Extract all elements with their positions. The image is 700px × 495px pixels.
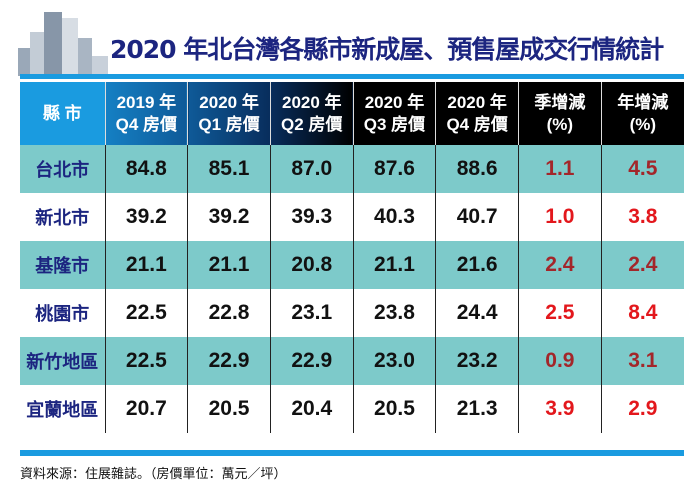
top-divider <box>20 74 684 79</box>
header-text: 2020 年 <box>281 92 342 112</box>
table-cell: 20.7 <box>104 385 188 433</box>
table-cell: 20.4 <box>269 385 354 433</box>
header-text: Q4 房價 <box>446 114 508 134</box>
header-text: Q1 房價 <box>198 114 260 134</box>
table-cell: 24.4 <box>435 289 519 337</box>
header-text: Q2 房價 <box>281 114 343 134</box>
table-cell: 1.0 <box>518 193 602 241</box>
table-cell: 2.4 <box>518 241 602 289</box>
column-header: 2020 年 Q4 房價 <box>435 82 519 145</box>
table-cell: 84.8 <box>104 145 188 193</box>
city-buildings-illustration <box>18 12 108 76</box>
table-cell: 39.2 <box>187 193 271 241</box>
table-header: 縣 市 2019 年 Q4 房價 2020 年 Q1 房價 2020 年 Q2 房價 2020… <box>20 82 684 145</box>
table-cell: 23.0 <box>352 337 436 385</box>
table-cell: 2.4 <box>600 241 684 289</box>
table-cell: 21.1 <box>187 241 271 289</box>
header-text: Q4 房價 <box>115 114 178 134</box>
city-name: 基隆市 <box>20 241 105 289</box>
table-cell: 22.9 <box>187 337 271 385</box>
table-row: 台北市 84.8 85.1 87.0 87.6 88.6 1.1 4.5 <box>20 145 684 193</box>
table-cell: 2.5 <box>518 289 602 337</box>
table-cell: 23.8 <box>352 289 436 337</box>
table-cell: 85.1 <box>187 145 271 193</box>
table-cell: 22.8 <box>187 289 271 337</box>
table-cell: 4.5 <box>600 145 684 193</box>
table-cell: 20.5 <box>352 385 436 433</box>
city-name: 新竹地區 <box>20 337 105 385</box>
column-header: 2020 年 Q1 房價 <box>187 82 271 145</box>
price-table: 縣 市 2019 年 Q4 房價 2020 年 Q1 房價 2020 年 Q2 房價 2020… <box>20 82 684 433</box>
header-text: Q3 房價 <box>363 114 426 134</box>
city-name: 台北市 <box>20 145 105 193</box>
table-cell: 20.8 <box>269 241 354 289</box>
table-cell: 22.5 <box>104 337 188 385</box>
table-cell: 8.4 <box>600 289 684 337</box>
table-cell: 3.1 <box>600 337 684 385</box>
source-note: 資料來源：住展雜誌。（房價單位：萬元／坪） <box>20 466 287 481</box>
column-header: 2020 年 Q2 房價 <box>269 82 354 145</box>
table-cell: 21.1 <box>352 241 436 289</box>
table-cell: 39.3 <box>269 193 354 241</box>
column-header: 年增減 (%) <box>600 82 684 145</box>
table-cell: 23.1 <box>269 289 354 337</box>
table-cell: 39.2 <box>104 193 188 241</box>
column-header: 2019 年 Q4 房價 <box>104 82 188 145</box>
column-header: 2020 年 Q3 房價 <box>352 82 436 145</box>
table-cell: 3.9 <box>518 385 602 433</box>
city-name: 宜蘭地區 <box>26 400 99 420</box>
header-text: 季增減 (%) <box>534 92 586 134</box>
header-text: 2020 年 <box>447 92 507 112</box>
table-row: 桃園市 22.5 22.8 23.1 23.8 24.4 2.5 8.4 <box>20 289 684 337</box>
table-row: 宜蘭地區 20.7 20.5 20.4 20.5 21.3 3.9 2.9 <box>20 385 684 433</box>
bottom-divider <box>20 450 684 456</box>
table-cell: 87.0 <box>269 145 354 193</box>
city-name: 新北市 <box>35 208 90 228</box>
city-name: 桃園市 <box>35 304 90 324</box>
header-text: 2020 年 <box>199 92 259 112</box>
table-cell: 21.1 <box>104 241 188 289</box>
table-row: 新竹地區 22.5 22.9 22.9 23.0 23.2 0.9 3.1 <box>20 337 684 385</box>
table-cell: 21.3 <box>435 385 519 433</box>
table-cell: 1.1 <box>518 145 602 193</box>
header-text: 年增減 (%) <box>617 92 669 134</box>
header-text: 2019 年 <box>116 92 177 112</box>
table-cell: 40.3 <box>352 193 436 241</box>
table-cell: 0.9 <box>518 337 602 385</box>
table-cell: 3.8 <box>600 193 684 241</box>
table-row: 新北市 39.2 39.2 39.3 40.3 40.7 1.0 3.8 <box>20 193 684 241</box>
column-header: 縣 市 <box>20 82 105 145</box>
page-title: 2020 年北台灣各縣市新成屋、預售屋成交行情統計 <box>110 35 664 64</box>
column-header: 季增減 (%) <box>518 82 602 145</box>
table-row: 基隆市 21.1 21.1 20.8 21.1 21.6 2.4 2.4 <box>20 241 684 289</box>
table-cell: 2.9 <box>600 385 684 433</box>
table-cell: 87.6 <box>352 145 436 193</box>
table-cell: 40.7 <box>435 193 519 241</box>
table-cell: 23.2 <box>435 337 519 385</box>
table-cell: 20.5 <box>187 385 271 433</box>
table-cell: 22.5 <box>104 289 188 337</box>
table-cell: 21.6 <box>435 241 519 289</box>
table-cell: 22.9 <box>269 337 354 385</box>
table-cell: 88.6 <box>435 145 519 193</box>
header-text: 縣 市 <box>42 103 82 123</box>
header-text: 2020 年 <box>364 92 425 112</box>
